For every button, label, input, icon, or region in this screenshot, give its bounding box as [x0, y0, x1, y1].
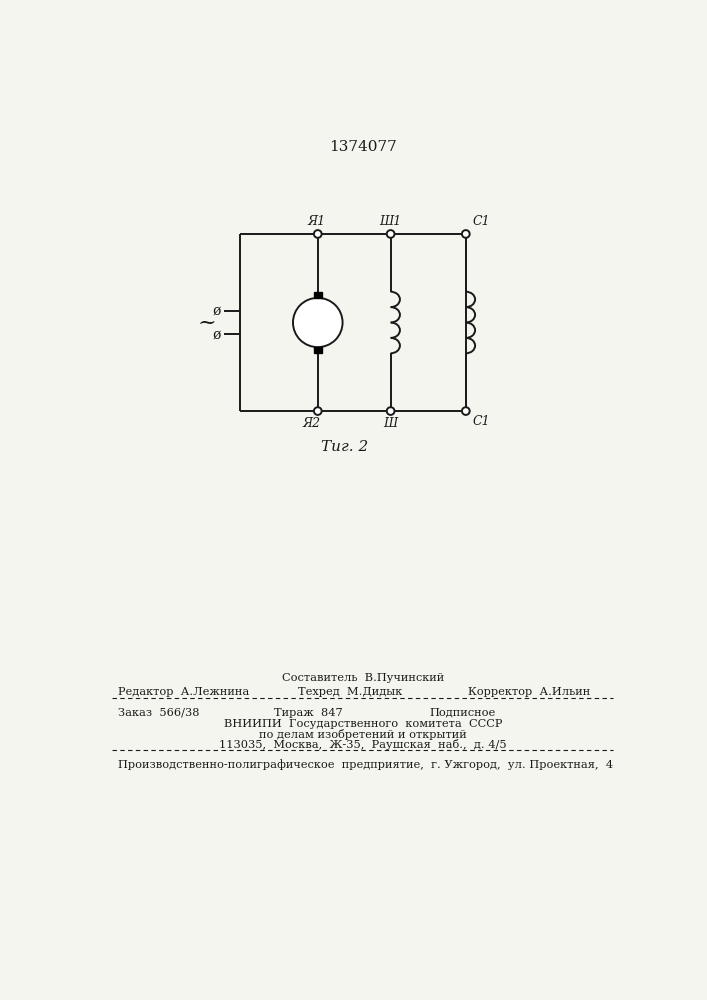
- Text: Редактор  А.Лежнина: Редактор А.Лежнина: [118, 687, 249, 697]
- Text: Τиг. 2: Τиг. 2: [320, 440, 368, 454]
- Text: ВНИИПИ  Государственного  комитета  СССР: ВНИИПИ Государственного комитета СССР: [223, 719, 502, 729]
- Text: ~: ~: [198, 312, 216, 334]
- Text: ø: ø: [213, 304, 221, 318]
- Circle shape: [387, 230, 395, 238]
- Bar: [314, 292, 322, 298]
- Circle shape: [387, 407, 395, 415]
- Text: Я1: Я1: [308, 215, 326, 228]
- Text: по делам изобретений и открытий: по делам изобретений и открытий: [259, 729, 467, 740]
- Bar: [314, 347, 322, 353]
- Circle shape: [462, 407, 469, 415]
- Text: 1374077: 1374077: [329, 140, 397, 154]
- Text: Тираж  847: Тираж 847: [274, 708, 343, 718]
- Text: Заказ  566/38: Заказ 566/38: [118, 708, 199, 718]
- Text: Составитель  В.Пучинский: Составитель В.Пучинский: [281, 673, 444, 683]
- Text: C1: C1: [473, 215, 491, 228]
- Text: Я2: Я2: [303, 417, 321, 430]
- Text: C1: C1: [473, 415, 491, 428]
- Circle shape: [462, 230, 469, 238]
- Text: ø: ø: [213, 327, 221, 341]
- Text: Техред  М.Дидык: Техред М.Дидык: [298, 687, 402, 697]
- Text: Подписное: Подписное: [429, 708, 496, 718]
- Text: 113035,  Москва,  Ж-35,  Раушская  наб.,  д. 4/5: 113035, Москва, Ж-35, Раушская наб., д. …: [219, 739, 506, 750]
- Circle shape: [293, 298, 343, 347]
- Circle shape: [314, 230, 322, 238]
- Text: Корректор  А.Ильин: Корректор А.Ильин: [468, 687, 590, 697]
- Text: Ш: Ш: [383, 417, 398, 430]
- Text: Ш1: Ш1: [380, 215, 402, 228]
- Circle shape: [314, 407, 322, 415]
- Text: Производственно-полиграфическое  предприятие,  г. Ужгород,  ул. Проектная,  4: Производственно-полиграфическое предприя…: [118, 759, 613, 770]
